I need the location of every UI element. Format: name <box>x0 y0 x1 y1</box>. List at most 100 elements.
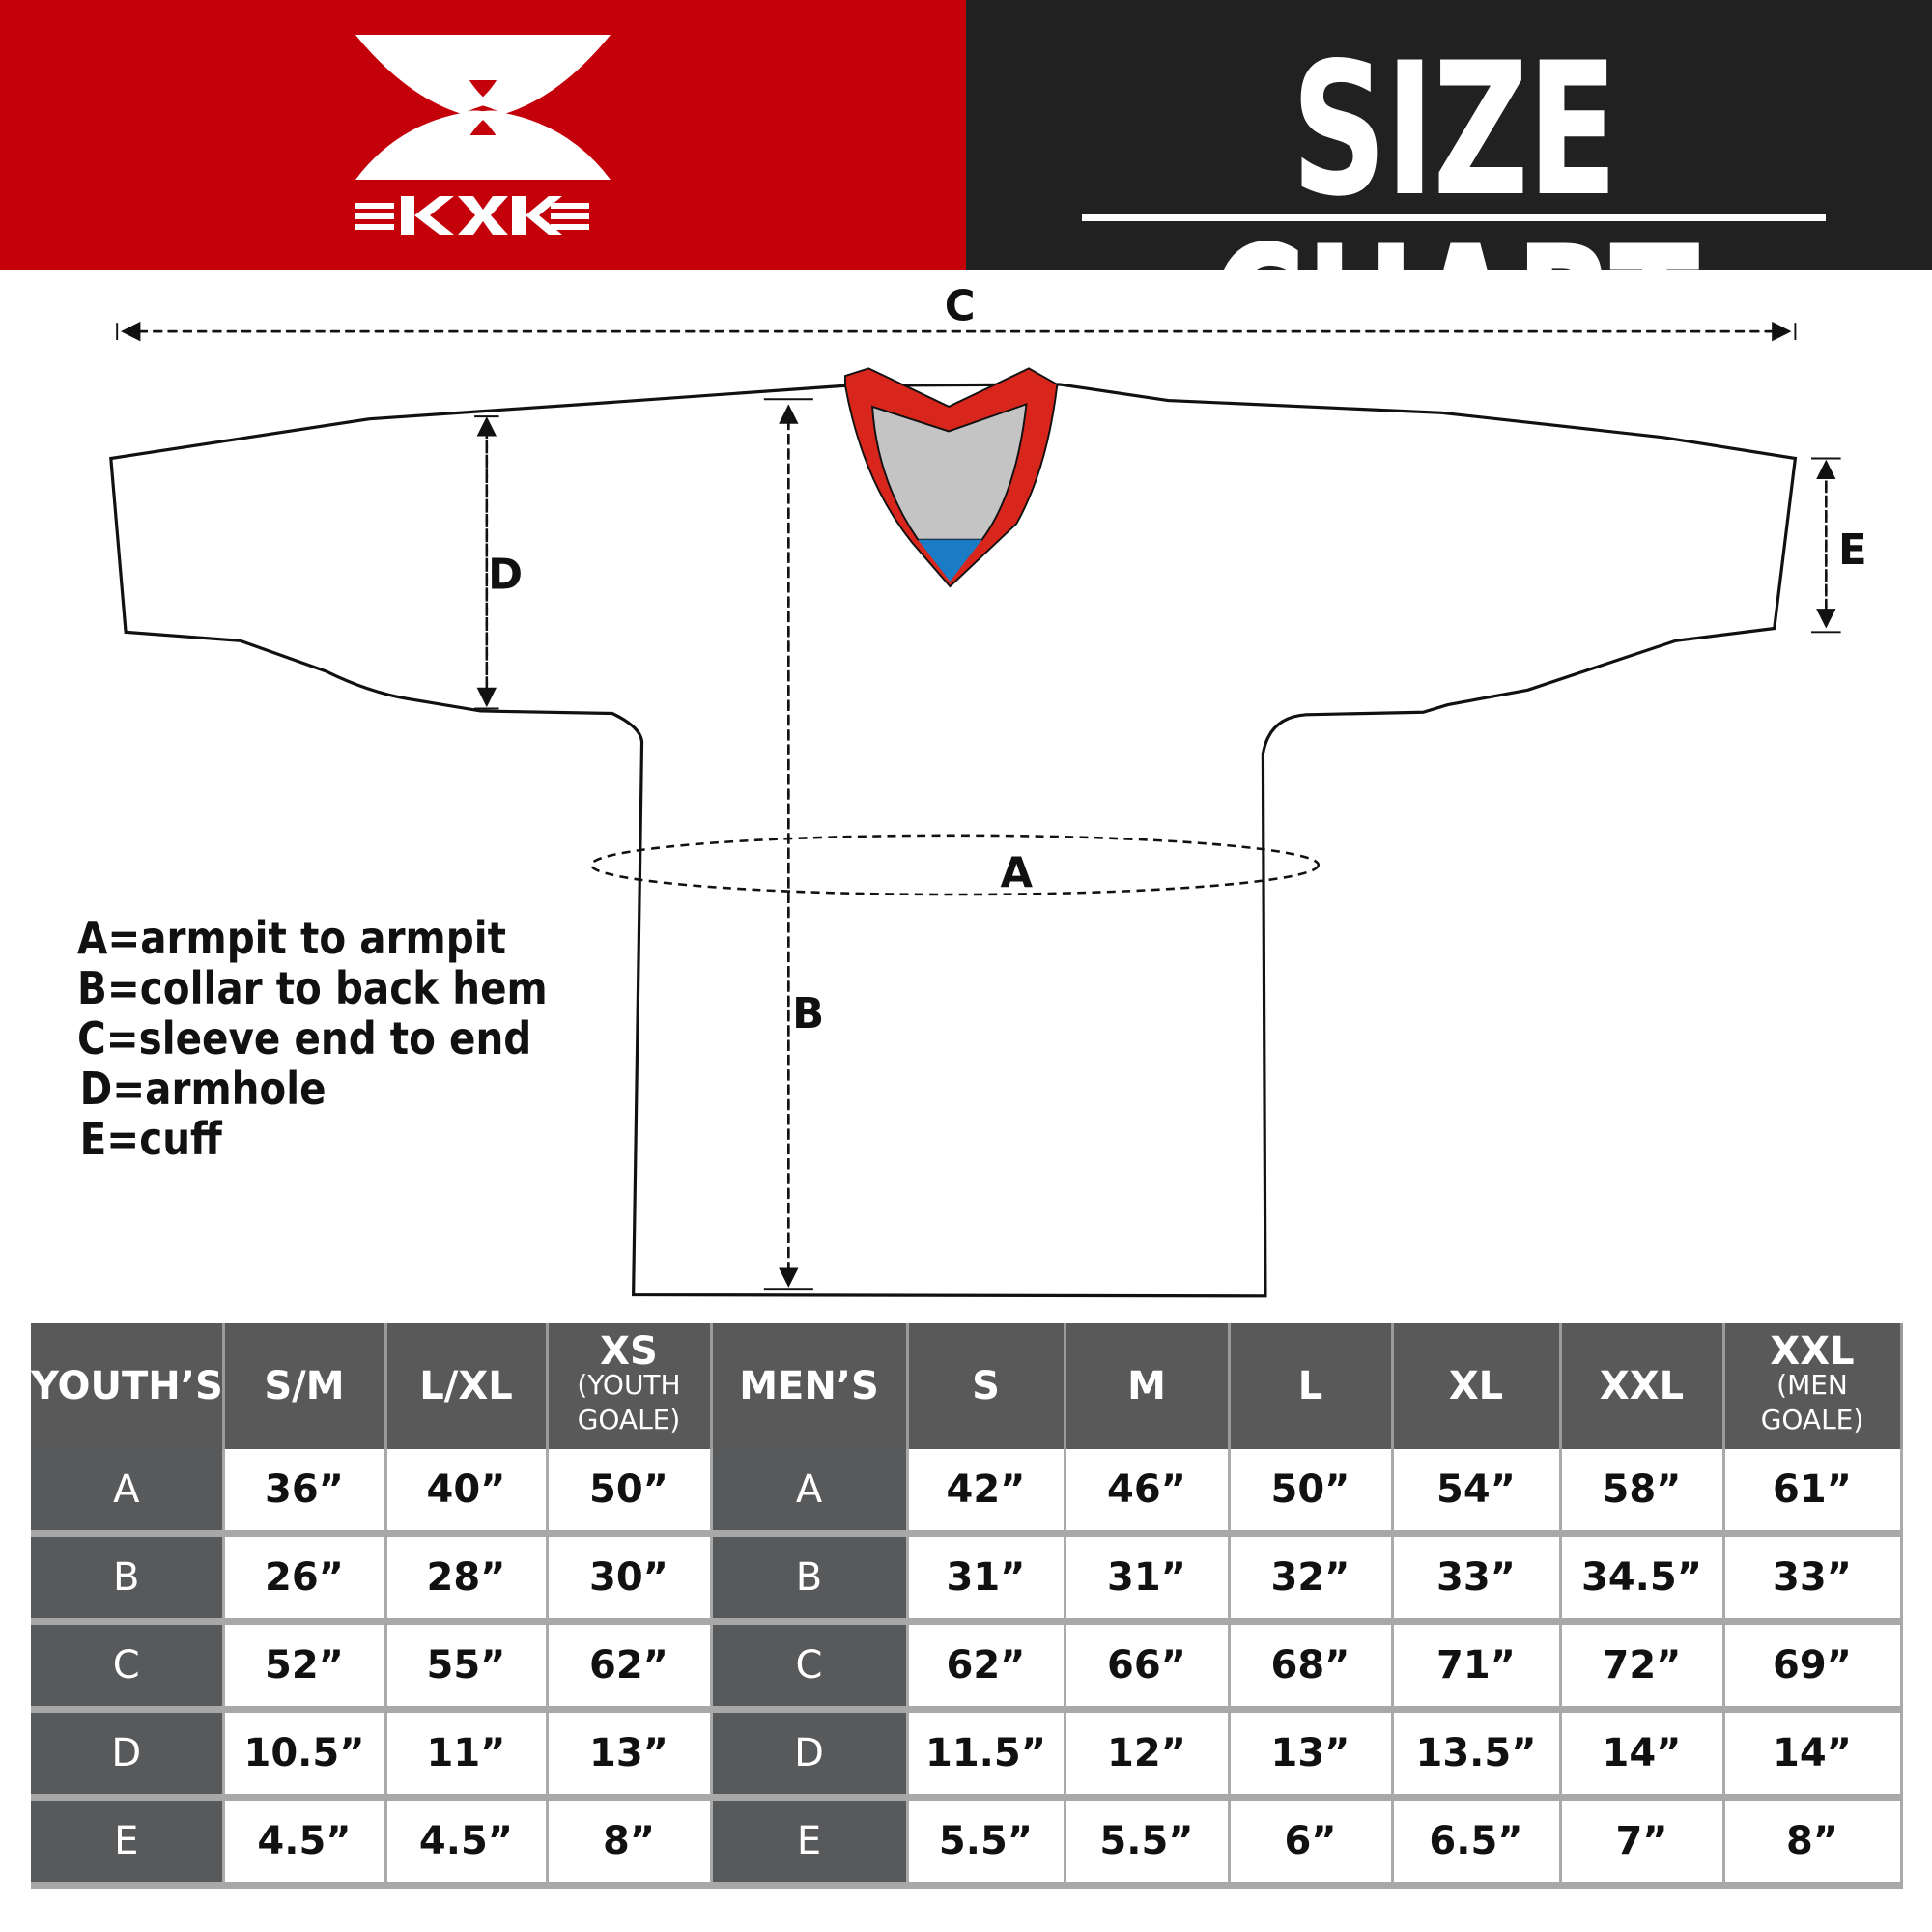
table-cell: 8” <box>547 1797 713 1889</box>
table-cell: 71” <box>1392 1621 1562 1713</box>
table-cell: 26” <box>223 1533 387 1625</box>
row-header: A <box>711 1449 909 1537</box>
table-cell: 11.5” <box>907 1709 1066 1801</box>
column-header: S/M <box>223 1323 387 1449</box>
column-header: S <box>907 1323 1066 1449</box>
column-header-label: YOUTH’S <box>31 1364 223 1408</box>
table-cell: 6” <box>1229 1797 1394 1889</box>
table-cell: 72” <box>1560 1621 1725 1713</box>
table-cell: 10.5” <box>223 1709 387 1801</box>
table-row: C 52” 55” 62” C 62” 66” 68” 71” 72” 69” <box>31 1621 1903 1713</box>
column-header-label: M <box>1127 1364 1166 1408</box>
label-d: D <box>488 552 523 600</box>
table-cell: 8” <box>1723 1797 1903 1889</box>
table-row: A 36” 40” 50” A 42” 46” 50” 54” 58” 61” <box>31 1449 1903 1537</box>
jersey-outline <box>109 383 1798 1298</box>
table-cell: 30” <box>547 1533 713 1625</box>
table-header-row: YOUTH’S S/M L/XL XS (YOUTH GOALE) MEN’S S M L XL XX… <box>31 1323 1903 1449</box>
table-cell: 14” <box>1560 1709 1725 1801</box>
column-header: XXL (MEN GOALE) <box>1723 1323 1903 1449</box>
table-cell: 69” <box>1723 1621 1903 1713</box>
table-cell: 32” <box>1229 1533 1394 1625</box>
collar-inner <box>871 402 1028 541</box>
table-cell: 33” <box>1392 1533 1562 1625</box>
table-row: E 4.5” 4.5” 8” E 5.5” 5.5” 6” 6.5” 7” 8” <box>31 1797 1903 1889</box>
column-header: M <box>1065 1323 1231 1449</box>
brand-banner <box>0 0 966 270</box>
table-cell: 62” <box>907 1621 1066 1713</box>
table-cell: 7” <box>1560 1797 1725 1889</box>
column-header-label: XXL <box>1770 1329 1855 1374</box>
table-cell: 5.5” <box>907 1797 1066 1889</box>
label-c: C <box>945 283 976 331</box>
kxk-logo <box>355 35 611 235</box>
legend-item: B=collar to back hem <box>77 962 548 1014</box>
label-a: A <box>1001 849 1034 897</box>
table-cell: 14” <box>1723 1709 1903 1801</box>
column-header-sublabel: GOALE) <box>1760 1404 1864 1435</box>
row-header: C <box>711 1621 909 1713</box>
column-header-sublabel: GOALE) <box>577 1404 681 1435</box>
row-header: A <box>31 1449 225 1537</box>
table-cell: 13” <box>547 1709 713 1801</box>
column-header: L/XL <box>385 1323 549 1449</box>
table-cell: 52” <box>223 1621 387 1713</box>
collar-tip <box>918 539 982 582</box>
column-header: YOUTH’S <box>31 1323 225 1449</box>
table-cell: 5.5” <box>1065 1797 1231 1889</box>
table-cell: 58” <box>1560 1449 1725 1537</box>
title-underline <box>1082 214 1826 221</box>
table-cell: 36” <box>223 1449 387 1537</box>
page-title: SIZE CHART <box>1208 23 1700 420</box>
table-cell: 66” <box>1065 1621 1231 1713</box>
row-header: E <box>31 1797 225 1889</box>
legend-item: A=armpit to armpit <box>77 912 506 964</box>
table-cell: 4.5” <box>385 1797 549 1889</box>
row-header: D <box>31 1709 225 1801</box>
table-cell: 6.5” <box>1392 1797 1562 1889</box>
table-cell: 61” <box>1723 1449 1903 1537</box>
table-cell: 68” <box>1229 1621 1394 1713</box>
legend-item: D=armhole <box>79 1063 327 1115</box>
row-header: C <box>31 1621 225 1713</box>
table-cell: 42” <box>907 1449 1066 1537</box>
column-header-sublabel: (YOUTH <box>577 1369 681 1401</box>
legend-item: E=cuff <box>79 1113 222 1165</box>
title-banner <box>966 0 1932 270</box>
table-cell: 13” <box>1229 1709 1394 1801</box>
table-row: D 10.5” 11” 13” D 11.5” 12” 13” 13.5” 14” 14” <box>31 1709 1903 1801</box>
table-cell: 62” <box>547 1621 713 1713</box>
column-header: MEN’S <box>711 1323 909 1449</box>
table-cell: 50” <box>1229 1449 1394 1537</box>
table-cell: 55” <box>385 1621 549 1713</box>
label-e: E <box>1838 526 1867 575</box>
measurement-legend: A=armpit to armpit B=collar to back hem … <box>77 913 548 1164</box>
row-header: D <box>711 1709 909 1801</box>
table-cell: 28” <box>385 1533 549 1625</box>
row-header: B <box>31 1533 225 1625</box>
measure-a-loop <box>589 834 1321 896</box>
table-cell: 11” <box>385 1709 549 1801</box>
row-header: B <box>711 1533 909 1625</box>
label-b: B <box>792 990 824 1038</box>
table-cell: 46” <box>1065 1449 1231 1537</box>
row-header: E <box>711 1797 909 1889</box>
column-header-label: XL <box>1448 1364 1504 1408</box>
legend-item: C=sleeve end to end <box>77 1012 532 1065</box>
column-header-label: L <box>1297 1364 1323 1408</box>
table-cell: 34.5” <box>1560 1533 1725 1625</box>
column-header-label: XS <box>600 1329 658 1374</box>
table-cell: 54” <box>1392 1449 1562 1537</box>
table-cell: 33” <box>1723 1533 1903 1625</box>
size-table: YOUTH’S S/M L/XL XS (YOUTH GOALE) MEN’S S M L XL XX… <box>31 1323 1903 1889</box>
column-header: XXL <box>1560 1323 1725 1449</box>
table-cell: 31” <box>1065 1533 1231 1625</box>
column-header-sublabel: (MEN <box>1776 1369 1848 1401</box>
table-cell: 40” <box>385 1449 549 1537</box>
column-header: XS (YOUTH GOALE) <box>547 1323 713 1449</box>
table-cell: 31” <box>907 1533 1066 1625</box>
table-cell: 12” <box>1065 1709 1231 1801</box>
column-header: L <box>1229 1323 1394 1449</box>
